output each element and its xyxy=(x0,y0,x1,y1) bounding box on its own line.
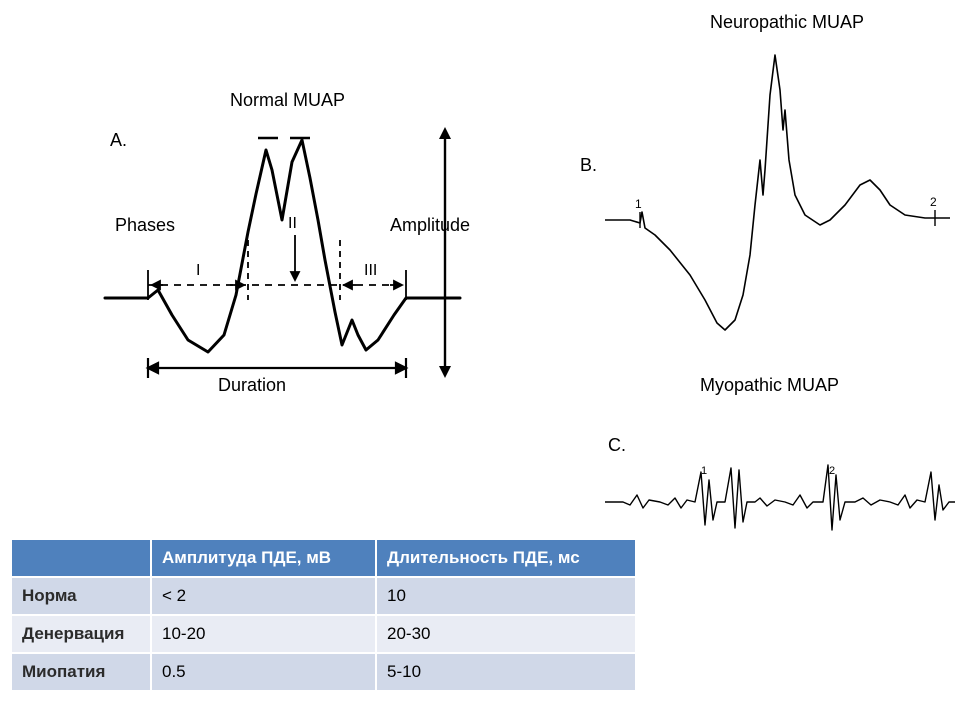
phase-ii-label: II xyxy=(288,215,297,232)
panel-a-title: Normal MUAP xyxy=(230,90,345,111)
table-header-blank xyxy=(11,539,151,577)
panel-a-waveform: I II III xyxy=(100,120,470,400)
cell: 20-30 xyxy=(376,615,636,653)
panel-b-marker-2: 2 xyxy=(930,195,937,209)
panel-c-waveform: 1 2 xyxy=(605,450,955,545)
row-label: Денервация xyxy=(11,615,151,653)
cell: < 2 xyxy=(151,577,376,615)
table-header-amplitude: Амплитуда ПДЕ, мВ xyxy=(151,539,376,577)
panel-b-marker-1: 1 xyxy=(635,197,642,211)
cell: 10 xyxy=(376,577,636,615)
panel-b-letter: B. xyxy=(580,155,597,176)
panel-c-marker-2: 2 xyxy=(829,465,835,477)
table-row: Миопатия 0.5 5-10 xyxy=(11,653,636,691)
table-header-row: Амплитуда ПДЕ, мВ Длительность ПДЕ, мс xyxy=(11,539,636,577)
panel-b-title: Neuropathic MUAP xyxy=(710,12,864,33)
table-row: Норма < 2 10 xyxy=(11,577,636,615)
cell: 5-10 xyxy=(376,653,636,691)
row-label: Миопатия xyxy=(11,653,151,691)
phase-i-label: I xyxy=(196,262,200,279)
phase-iii-label: III xyxy=(364,262,377,279)
amplitude-arrow xyxy=(430,125,460,380)
table-row: Денервация 10-20 20-30 xyxy=(11,615,636,653)
panel-c-title: Myopathic MUAP xyxy=(700,375,839,396)
cell: 10-20 xyxy=(151,615,376,653)
muap-parameters-table: Амплитуда ПДЕ, мВ Длительность ПДЕ, мс Н… xyxy=(10,538,637,692)
panel-b-waveform: 1 2 xyxy=(605,40,955,360)
table-header-duration: Длительность ПДЕ, мс xyxy=(376,539,636,577)
row-label: Норма xyxy=(11,577,151,615)
panel-c-marker-1: 1 xyxy=(701,465,707,477)
cell: 0.5 xyxy=(151,653,376,691)
